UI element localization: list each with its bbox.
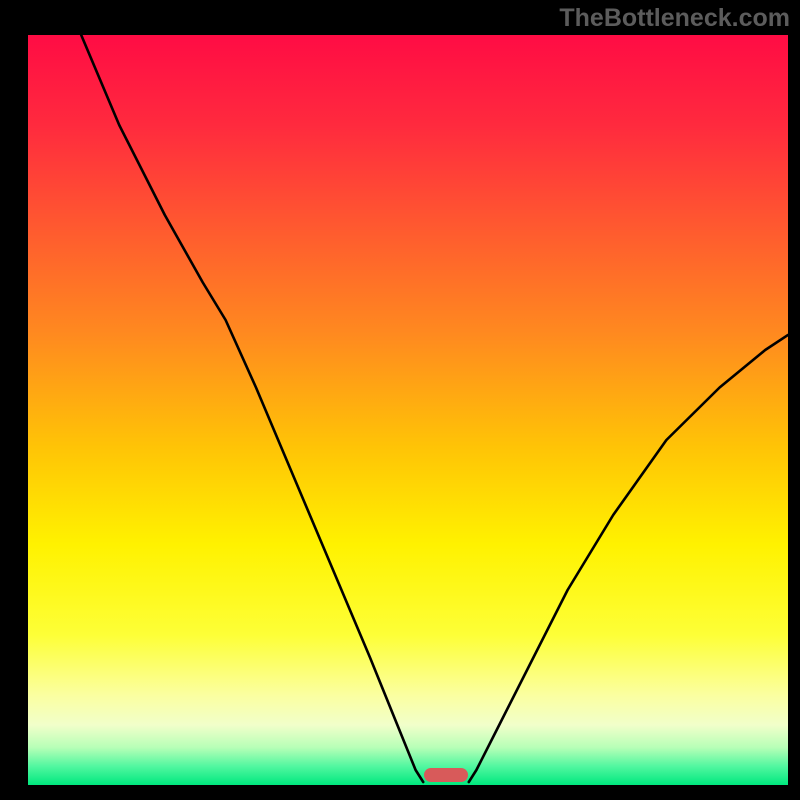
optimal-range-marker: [424, 768, 468, 782]
bottleneck-curve: [28, 35, 788, 785]
curve-right-branch: [469, 335, 788, 782]
plot-area: [28, 35, 788, 785]
chart-stage: TheBottleneck.com: [0, 0, 800, 800]
attribution-text: TheBottleneck.com: [559, 4, 790, 33]
curve-left-branch: [81, 35, 423, 782]
